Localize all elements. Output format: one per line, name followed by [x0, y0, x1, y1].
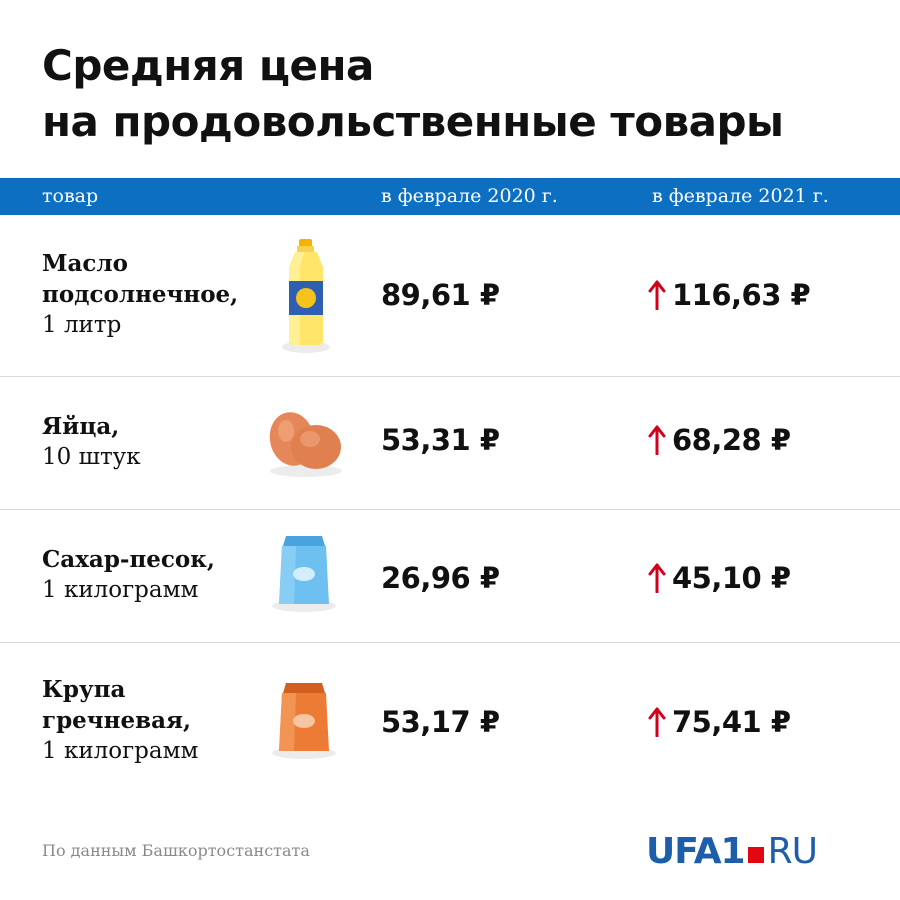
row-name-bold-2: подсолнечное,	[42, 281, 239, 308]
header-2020-label: в феврале 2020 г.	[381, 185, 558, 207]
price-2020: 53,31 ₽	[381, 423, 500, 457]
buckwheat-bag-icon	[272, 683, 336, 759]
logo-text-domain: RU	[767, 830, 818, 872]
oil-bottle-icon	[282, 239, 330, 353]
price-2021: 75,41 ₽	[648, 705, 791, 739]
row-name: Яйца, 10 штук	[42, 411, 141, 473]
row-name-bold-1: Сахар-песок,	[42, 546, 215, 573]
table-header: товар в феврале 2020 г. в феврале 2021 г…	[0, 178, 900, 215]
source-note: По данным Башкортостанстата	[42, 841, 310, 860]
row-name-bold-1: Масло	[42, 250, 128, 277]
price-2021: 116,63 ₽	[648, 278, 811, 312]
title-line-2: на продовольственные товары	[42, 97, 784, 146]
header-2021-label: в феврале 2021 г.	[652, 185, 829, 207]
price-2020: 53,17 ₽	[381, 705, 500, 739]
table-row-sugar: Сахар-песок, 1 килограмм 26,96 ₽ 45,10 ₽	[0, 510, 900, 643]
header-item-label: товар	[42, 185, 99, 207]
price-2020: 26,96 ₽	[381, 561, 500, 595]
price-2021: 68,28 ₽	[648, 423, 791, 457]
price-2020: 89,61 ₽	[381, 278, 500, 312]
row-name-regular: 10 штук	[42, 444, 141, 470]
price-2021: 45,10 ₽	[648, 561, 791, 595]
row-name: Масло подсолнечное, 1 литр	[42, 248, 238, 341]
table-row-oil: Масло подсолнечное, 1 литр 89,61 ₽ 116,6…	[0, 215, 900, 377]
price-2021-value: 75,41 ₽	[672, 705, 791, 739]
logo-square-icon	[747, 847, 764, 863]
row-name-bold-1: Крупа	[42, 676, 126, 703]
arrow-up-icon	[648, 707, 666, 737]
sugar-bag-icon	[272, 536, 336, 612]
arrow-up-icon	[648, 425, 666, 455]
row-name-regular: 1 литр	[42, 312, 122, 338]
logo-text-main: UFA1	[646, 830, 746, 872]
row-name-bold-2: гречневая,	[42, 707, 191, 734]
row-name-bold-1: Яйца,	[42, 413, 120, 440]
chart-title: Средняя цена на продовольственные товары	[42, 38, 862, 150]
row-name: Крупа гречневая, 1 килограмм	[42, 674, 198, 767]
row-name-regular: 1 килограмм	[42, 738, 199, 764]
eggs-icon	[269, 412, 342, 477]
price-2021-value: 45,10 ₽	[672, 561, 791, 595]
row-name: Сахар-песок, 1 килограмм	[42, 544, 215, 606]
table-row-buckwheat: Крупа гречневая, 1 килограмм 53,17 ₽ 75,…	[0, 643, 900, 803]
table-row-eggs: Яйца, 10 штук 53,31 ₽ 68,28 ₽	[0, 377, 900, 510]
arrow-up-icon	[648, 280, 666, 310]
row-name-regular: 1 килограмм	[42, 577, 199, 603]
arrow-up-icon	[648, 563, 666, 593]
ufa1-logo[interactable]: UFA1 RU	[646, 830, 818, 872]
title-line-1: Средняя цена	[42, 41, 374, 90]
price-2021-value: 68,28 ₽	[672, 423, 791, 457]
price-2021-value: 116,63 ₽	[672, 278, 811, 312]
